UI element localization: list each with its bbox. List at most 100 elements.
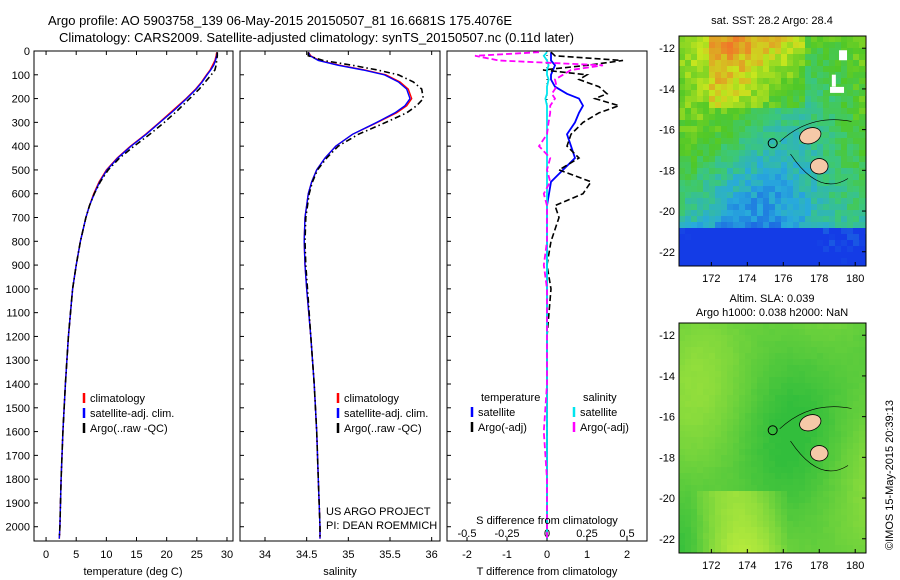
- map-cell: [787, 521, 794, 528]
- map-cell: [847, 461, 854, 468]
- map-cell: [763, 240, 770, 247]
- map-x-tick-label: 180: [846, 273, 864, 285]
- map-cell: [739, 264, 746, 266]
- map-cell: [763, 252, 770, 259]
- map-cell: [811, 60, 818, 67]
- map-cell: [685, 365, 692, 372]
- map-cell: [691, 341, 698, 348]
- map-cell: [841, 551, 848, 553]
- map-cell: [823, 216, 830, 223]
- map-cell: [799, 162, 806, 169]
- map-cell: [733, 395, 740, 402]
- map-cell: [853, 341, 860, 348]
- map-cell: [685, 78, 692, 85]
- map-cell: [691, 503, 698, 510]
- map-cell: [757, 539, 764, 546]
- map-cell: [847, 407, 854, 414]
- map-cell: [697, 509, 704, 516]
- map-cell: [811, 150, 818, 157]
- map-cell: [703, 551, 710, 553]
- map-cell: [691, 521, 698, 528]
- map-cell: [793, 455, 800, 462]
- map-cell: [751, 84, 758, 91]
- map-cell: [703, 353, 710, 360]
- map-cell: [799, 473, 806, 480]
- map-cell: [769, 497, 776, 504]
- map-cell: [721, 413, 728, 420]
- map-cell: [745, 168, 752, 175]
- map-cell: [727, 503, 734, 510]
- map-cell: [781, 419, 788, 426]
- map-cell: [805, 174, 812, 181]
- map-cell: [859, 545, 866, 552]
- map-cell: [841, 60, 848, 67]
- map-cell: [679, 120, 686, 127]
- map-cell: [793, 144, 800, 151]
- map-cell: [787, 204, 794, 211]
- map-cell: [799, 252, 806, 259]
- map-cell: [835, 192, 842, 199]
- map-cell: [709, 204, 716, 211]
- map-cell: [859, 437, 866, 444]
- map-cell: [733, 521, 740, 528]
- map-cell: [847, 48, 854, 55]
- map-cell: [835, 198, 842, 205]
- map-cell: [745, 371, 752, 378]
- map-cell: [697, 234, 704, 241]
- map-cell: [841, 425, 848, 432]
- map-cell: [805, 323, 812, 330]
- map-cell: [781, 222, 788, 229]
- map-cell: [685, 222, 692, 229]
- map-cell: [853, 365, 860, 372]
- map-cell: [733, 234, 740, 241]
- map-cell: [817, 425, 824, 432]
- map-cell: [781, 96, 788, 103]
- map-cell: [859, 36, 866, 43]
- map-cell: [787, 545, 794, 552]
- map-cell: [751, 156, 758, 163]
- map-cell: [733, 323, 740, 330]
- map-cell: [781, 395, 788, 402]
- map-cell: [769, 527, 776, 534]
- map-cell: [685, 204, 692, 211]
- map-cell: [781, 216, 788, 223]
- map-cell: [757, 234, 764, 241]
- map-cell: [709, 473, 716, 480]
- map-cell: [847, 252, 854, 259]
- map-cell: [691, 533, 698, 540]
- map-cell: [829, 359, 836, 366]
- map-cell: [739, 156, 746, 163]
- map-cell: [685, 545, 692, 552]
- map-cell: [787, 551, 794, 553]
- map-cell: [817, 347, 824, 354]
- map-cell: [769, 335, 776, 342]
- map-cell: [721, 335, 728, 342]
- map-cell: [787, 347, 794, 354]
- map-cell: [841, 443, 848, 450]
- map-cell: [757, 210, 764, 217]
- map-cell: [685, 246, 692, 253]
- map-cell: [769, 204, 776, 211]
- map-cell: [805, 491, 812, 498]
- map-cell: [799, 545, 806, 552]
- map-cell: [805, 551, 812, 553]
- map-cell: [751, 359, 758, 366]
- map-cell: [679, 66, 686, 73]
- map-cell: [763, 126, 770, 133]
- map-cell: [853, 329, 860, 336]
- map-cell: [721, 527, 728, 534]
- map-cell: [709, 401, 716, 408]
- map-cell: [805, 479, 812, 486]
- map-cell: [805, 365, 812, 372]
- map-cell: [781, 509, 788, 516]
- map-cell: [817, 377, 824, 384]
- map-y-tick-label: -14: [659, 371, 675, 383]
- map-cell: [817, 204, 824, 211]
- island: [799, 127, 822, 145]
- map-cell: [721, 449, 728, 456]
- map-cell: [829, 108, 836, 115]
- map-cell: [781, 365, 788, 372]
- map-cell: [793, 521, 800, 528]
- map-cell: [679, 234, 686, 241]
- map-cell: [799, 36, 806, 43]
